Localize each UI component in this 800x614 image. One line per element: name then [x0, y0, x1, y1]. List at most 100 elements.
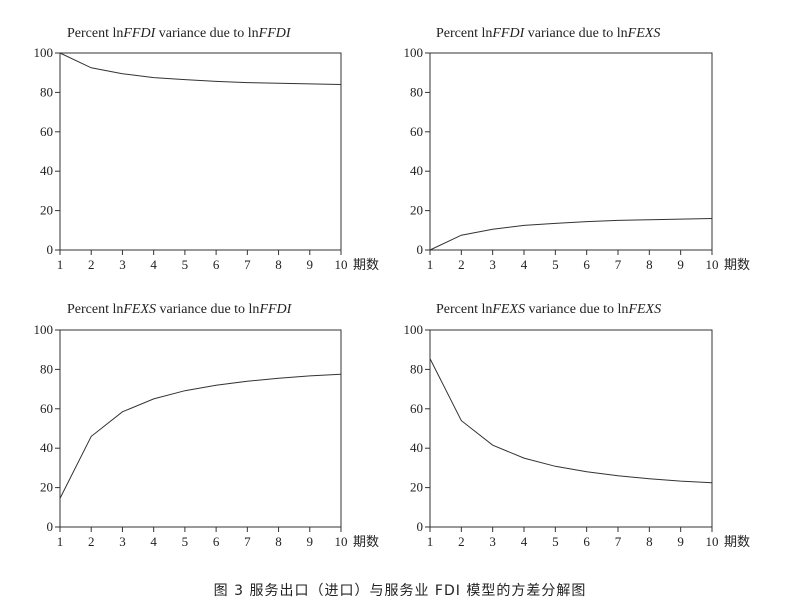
- y-tick-label: 100: [34, 45, 54, 60]
- data-point: [340, 373, 343, 376]
- data-point: [617, 474, 620, 477]
- y-tick-label: 100: [404, 45, 424, 60]
- data-point: [59, 497, 62, 500]
- plot-frame: [59, 52, 342, 251]
- x-tick-label: 4: [150, 534, 157, 549]
- x-tick-label: 5: [182, 534, 189, 549]
- y-tick-label: 20: [410, 480, 423, 495]
- chart-panel-2: Percent lnFFDI variance due to lnFEXS 0 20…: [404, 26, 751, 273]
- x-tick-label: 4: [521, 534, 528, 549]
- x-tick-label: 1: [427, 534, 434, 549]
- series-line: [59, 52, 342, 85]
- data-point: [585, 220, 588, 223]
- x-tick-label: 10: [335, 257, 348, 272]
- data-point: [491, 228, 494, 231]
- series-line: [429, 218, 713, 251]
- data-point: [90, 66, 93, 69]
- data-point: [585, 470, 588, 473]
- x-tick-label: 8: [646, 534, 653, 549]
- y-tick-label: 20: [410, 203, 423, 218]
- chart-panel-3: Percent lnFEXS variance due to lnFFDI 0 20…: [34, 302, 380, 550]
- y-tick-label: 80: [40, 84, 53, 99]
- data-point: [429, 249, 432, 252]
- figure-caption: 图 3 服务出口（进口）与服务业 FDI 模型的方差分解图: [213, 583, 587, 599]
- x-tick-label: 5: [182, 257, 189, 272]
- data-point: [308, 374, 311, 377]
- data-point: [554, 465, 557, 468]
- x-tick-label: 6: [213, 534, 220, 549]
- data-point: [429, 357, 432, 360]
- chart-panel-4: Percent lnFEXS variance due to lnFEXS 0 20…: [404, 302, 751, 550]
- x-tick-label: 9: [307, 534, 314, 549]
- data-point: [617, 219, 620, 222]
- plot-frame: [429, 52, 713, 251]
- y-tick-label: 40: [410, 440, 423, 455]
- data-point: [679, 218, 682, 221]
- x-tick-label: 3: [489, 257, 496, 272]
- x-tick-label: 1: [427, 257, 434, 272]
- data-point: [648, 218, 651, 221]
- data-point: [491, 444, 494, 447]
- x-tick-label: 7: [244, 257, 251, 272]
- x-tick-label: 7: [615, 534, 622, 549]
- data-point: [523, 224, 526, 227]
- data-point: [183, 78, 186, 81]
- y-tick-label: 20: [40, 480, 53, 495]
- x-tick-label: 5: [552, 534, 559, 549]
- data-point: [90, 435, 93, 438]
- x-tick-label: 4: [150, 257, 157, 272]
- data-point: [679, 480, 682, 483]
- data-point: [246, 81, 249, 84]
- x-tick-label: 9: [677, 534, 684, 549]
- data-point: [711, 481, 714, 484]
- y-tick-label: 40: [40, 440, 53, 455]
- data-point: [277, 377, 280, 380]
- x-axis-label: 期数: [353, 258, 379, 273]
- data-point: [246, 380, 249, 383]
- x-tick-label: 8: [275, 257, 282, 272]
- series-line: [429, 358, 713, 484]
- y-tick-label: 40: [410, 163, 423, 178]
- x-tick-label: 1: [57, 534, 64, 549]
- y-tick-label: 100: [34, 322, 54, 337]
- data-point: [215, 80, 218, 83]
- y-tick-label: 20: [40, 203, 53, 218]
- data-point: [59, 52, 62, 55]
- x-tick-label: 9: [307, 257, 314, 272]
- plot-frame: [59, 329, 342, 528]
- x-tick-label: 10: [335, 534, 348, 549]
- x-axis-label: 期数: [724, 258, 750, 273]
- x-tick-label: 3: [119, 257, 126, 272]
- data-point: [215, 384, 218, 387]
- x-tick-label: 7: [244, 534, 251, 549]
- x-tick-label: 4: [521, 257, 528, 272]
- x-axis-label: 期数: [353, 535, 379, 550]
- chart-panel-1: Percent lnFFDI variance due to lnFFDI 0 20…: [34, 26, 380, 273]
- x-tick-label: 10: [706, 534, 719, 549]
- data-point: [152, 397, 155, 400]
- y-tick-label: 80: [410, 361, 423, 376]
- x-axis-label: 期数: [724, 535, 750, 550]
- data-point: [554, 222, 557, 225]
- data-point: [121, 72, 124, 75]
- data-point: [460, 419, 463, 422]
- x-tick-label: 7: [615, 257, 622, 272]
- x-tick-label: 3: [489, 534, 496, 549]
- x-tick-label: 5: [552, 257, 559, 272]
- y-tick-label: 0: [47, 519, 54, 534]
- x-tick-label: 10: [706, 257, 719, 272]
- x-tick-label: 8: [646, 257, 653, 272]
- data-point: [152, 76, 155, 79]
- x-tick-label: 2: [88, 257, 95, 272]
- data-point: [648, 477, 651, 480]
- y-tick-label: 80: [40, 361, 53, 376]
- data-point: [711, 217, 714, 220]
- plot-frame: [429, 329, 713, 528]
- x-tick-label: 2: [458, 257, 465, 272]
- y-tick-label: 60: [40, 124, 53, 139]
- y-tick-label: 60: [410, 124, 423, 139]
- x-tick-label: 6: [583, 534, 590, 549]
- data-point: [460, 234, 463, 237]
- x-tick-label: 2: [458, 534, 465, 549]
